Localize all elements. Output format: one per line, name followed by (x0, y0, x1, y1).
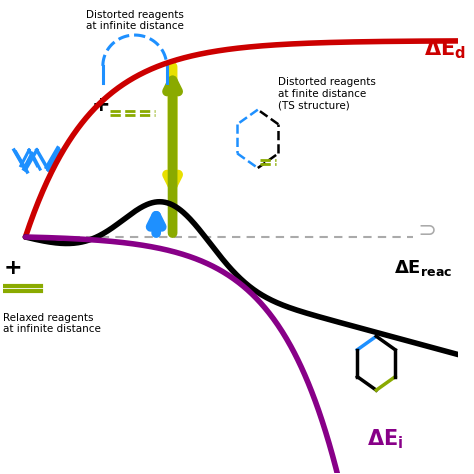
Text: Distorted reagents
at infinite distance: Distorted reagents at infinite distance (86, 10, 184, 31)
Text: $\subset$: $\subset$ (419, 219, 442, 238)
Text: $\mathbf{\Delta E_{reac}}$: $\mathbf{\Delta E_{reac}}$ (394, 258, 453, 278)
Text: +: + (3, 258, 22, 278)
Text: $\mathbf{\Delta E_d}$: $\mathbf{\Delta E_d}$ (424, 37, 466, 61)
Text: +: + (91, 95, 110, 115)
Text: Distorted reagents
at finite distance
(TS structure): Distorted reagents at finite distance (T… (278, 77, 376, 110)
Text: Relaxed reagents
at infinite distance: Relaxed reagents at infinite distance (3, 313, 100, 334)
Text: $\mathbf{\Delta E_i}$: $\mathbf{\Delta E_i}$ (367, 427, 403, 451)
